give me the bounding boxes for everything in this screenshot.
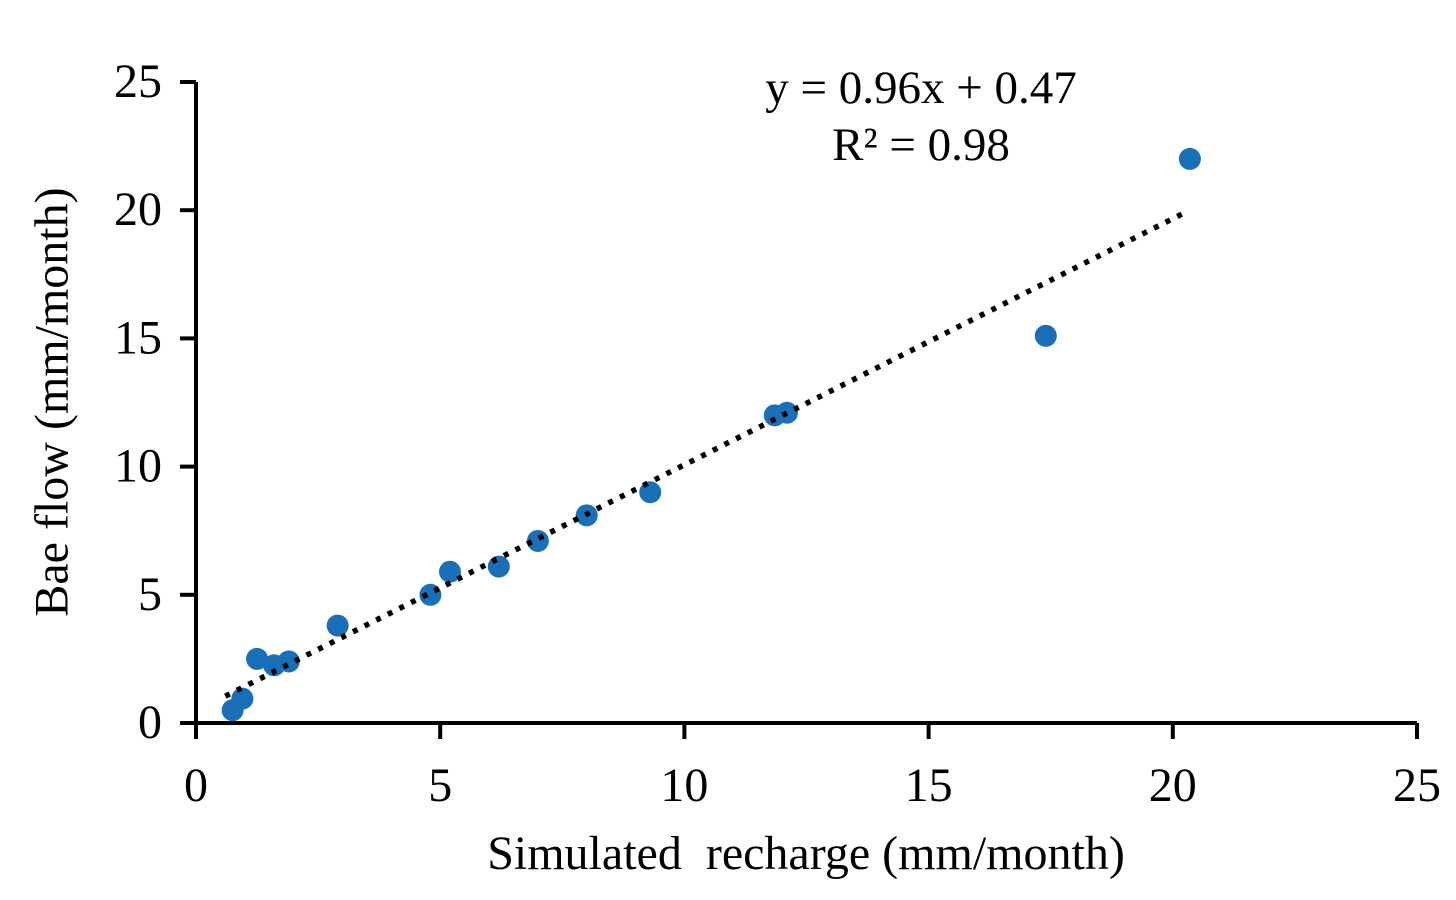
x-tick-label: 0 (184, 759, 208, 812)
y-tick-label: 15 (114, 311, 162, 364)
y-tick-label: 20 (114, 183, 162, 236)
r-squared-value: R² = 0.98 (832, 119, 1010, 171)
data-point (526, 529, 549, 552)
y-tick-label: 10 (114, 440, 162, 493)
data-point (277, 650, 300, 673)
data-point (326, 614, 349, 637)
data-point (1034, 324, 1057, 347)
y-tick-label: 0 (138, 696, 162, 749)
x-tick-label: 10 (660, 759, 708, 812)
data-point (438, 560, 461, 583)
y-axis-title: Bae flow (mm/month) (25, 187, 79, 617)
data-point (639, 481, 662, 504)
trendline (224, 208, 1189, 699)
x-tick-label: 25 (1393, 759, 1441, 812)
data-point (231, 687, 254, 710)
trendline-annotation: y = 0.96x + 0.47 R² = 0.98 (765, 60, 1077, 174)
trendline-equation: y = 0.96x + 0.47 (765, 62, 1077, 114)
data-point (487, 555, 510, 578)
x-tick-label: 15 (905, 759, 953, 812)
data-point (246, 647, 269, 670)
data-point (1178, 147, 1201, 170)
data-point (775, 401, 798, 424)
y-tick-label: 5 (138, 568, 162, 621)
x-tick-label: 5 (428, 759, 452, 812)
y-tick-label: 25 (114, 55, 162, 108)
x-tick-label: 20 (1149, 759, 1197, 812)
x-axis-title: Simulated recharge (mm/month) (487, 827, 1125, 880)
